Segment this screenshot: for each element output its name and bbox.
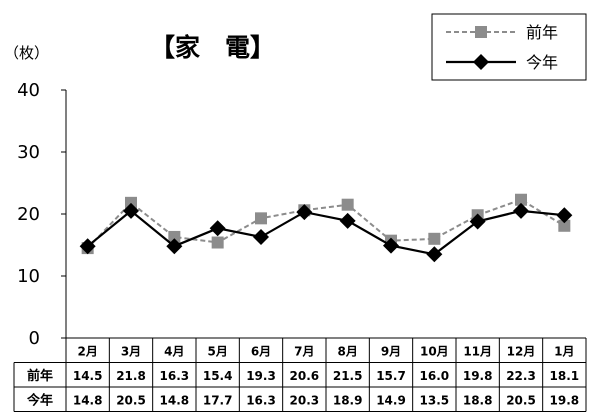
table-row-header: 今年 — [26, 392, 53, 408]
category-label: 11月 — [463, 344, 492, 358]
series-layer — [79, 193, 573, 263]
table-cell: 17.7 — [203, 393, 233, 407]
table-cell: 14.8 — [160, 393, 190, 407]
table-cell: 18.8 — [463, 393, 493, 407]
data-point — [125, 196, 137, 209]
series-line — [87, 209, 565, 256]
category-label: 10月 — [420, 344, 449, 358]
table-cell: 22.3 — [506, 369, 536, 383]
table-cell: 21.8 — [116, 369, 146, 383]
table-cell: 16.3 — [246, 393, 276, 407]
y-tick-label: 20 — [17, 204, 40, 225]
category-label: 2月 — [77, 344, 97, 358]
category-label: 8月 — [337, 344, 357, 358]
table-cell: 16.3 — [160, 369, 190, 383]
data-point — [296, 204, 313, 221]
category-label: 7月 — [294, 344, 314, 358]
data-point — [253, 228, 269, 245]
data-point — [556, 207, 573, 224]
axes: 0 10 20 30 40 — [17, 80, 67, 349]
table-cell: 19.3 — [246, 369, 276, 383]
data-point — [469, 213, 486, 230]
chart-title: 【家 電】 — [150, 33, 275, 62]
data-point — [79, 238, 96, 255]
table-cell: 13.5 — [420, 393, 450, 407]
legend-label: 前年 — [526, 23, 558, 42]
data-point — [515, 193, 527, 206]
category-label: 1月 — [554, 344, 574, 358]
y-tick-label: 10 — [17, 266, 40, 287]
data-point — [211, 236, 224, 249]
table-cell: 19.8 — [550, 393, 580, 407]
y-tick-label: 40 — [17, 80, 40, 101]
category-label: 4月 — [164, 344, 184, 358]
table-cell: 20.5 — [116, 393, 146, 407]
table-row-header: 前年 — [27, 368, 53, 384]
data-point — [558, 219, 571, 232]
table-cell: 19.8 — [463, 369, 493, 383]
series-1 — [81, 193, 571, 255]
category-label: 9月 — [381, 344, 401, 358]
table-cell: 15.7 — [376, 369, 406, 383]
legend-marker — [473, 54, 489, 70]
data-point — [123, 202, 139, 219]
table-cell: 21.5 — [333, 369, 363, 383]
category-label: 3月 — [121, 344, 141, 358]
table-cell: 20.6 — [290, 369, 320, 383]
table-cell: 14.8 — [73, 393, 103, 407]
data-point — [341, 198, 354, 211]
table-cell: 20.3 — [290, 393, 320, 407]
table-cell: 15.4 — [203, 369, 233, 383]
legend-box — [431, 13, 587, 81]
data-point — [168, 230, 181, 243]
series-line — [86, 198, 565, 249]
unit-label: （枚） — [4, 44, 49, 62]
legend-label: 今年 — [526, 53, 558, 72]
series-2 — [79, 202, 573, 263]
data-point — [255, 212, 267, 225]
data-point — [513, 202, 529, 219]
table-cell: 14.9 — [376, 393, 406, 407]
data-point — [426, 246, 443, 263]
legend-marker — [475, 26, 487, 38]
table-cell: 14.5 — [73, 369, 103, 383]
category-label: 6月 — [251, 344, 271, 358]
data-point — [383, 237, 399, 254]
table-cell: 18.9 — [333, 393, 363, 407]
table-cell: 18.1 — [550, 369, 580, 383]
category-label: 12月 — [507, 344, 536, 358]
data-point — [209, 220, 226, 237]
table-cell: 16.0 — [420, 369, 450, 383]
category-label: 5月 — [207, 344, 227, 358]
data-point — [428, 232, 441, 245]
y-tick-label: 0 — [29, 328, 40, 349]
table-cell: 20.5 — [506, 393, 536, 407]
y-tick-label: 30 — [17, 142, 40, 163]
data-point — [166, 238, 183, 255]
data-point — [339, 212, 356, 229]
